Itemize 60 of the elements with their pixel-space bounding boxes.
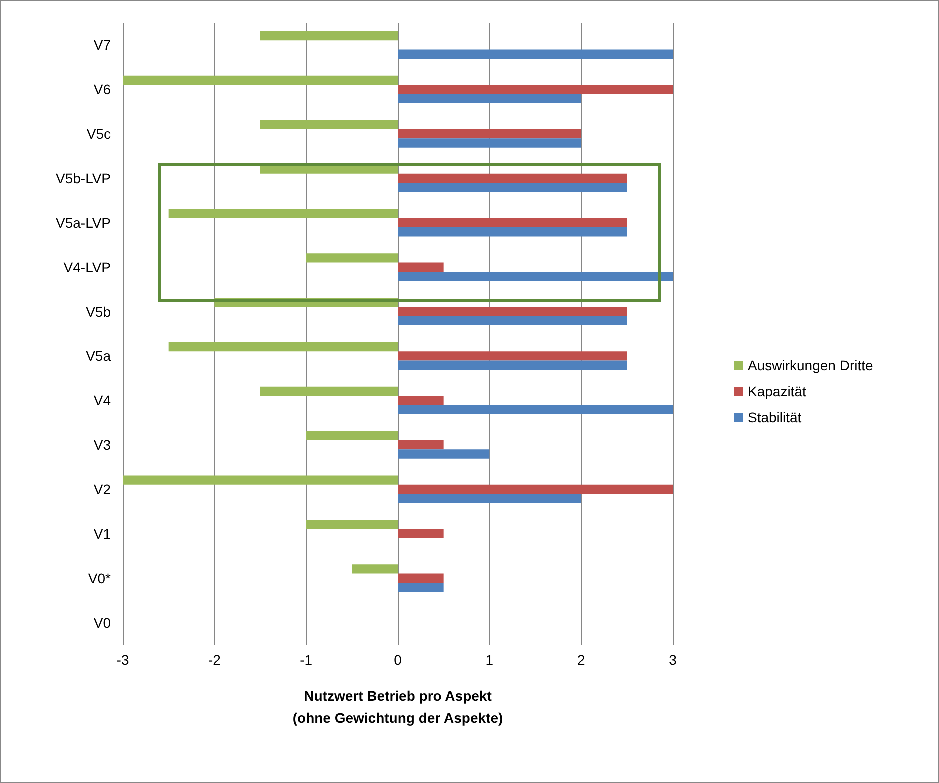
- bar: [168, 342, 398, 352]
- y-tick-label: V3: [94, 437, 112, 454]
- bar: [398, 218, 628, 228]
- y-tick-label: V5c: [86, 126, 111, 142]
- bar: [398, 129, 582, 139]
- y-tick-label: V4: [94, 392, 112, 409]
- y-tick-label: V0*: [88, 570, 112, 586]
- bar: [260, 31, 398, 41]
- y-tick-label: V2: [94, 482, 112, 498]
- bar: [398, 262, 444, 272]
- x-tick-label: 1: [486, 652, 494, 668]
- bar: [398, 138, 582, 148]
- bar: [398, 174, 628, 184]
- bar: [168, 209, 398, 218]
- bar: [398, 94, 582, 104]
- x-axis-title: Nutzwert Betrieb pro Aspekt (ohne Gewichtung der Aspekte): [292, 688, 504, 726]
- x-tick-label: -3: [116, 652, 130, 668]
- x-tick-label: 0: [394, 652, 402, 668]
- bar: [306, 254, 398, 263]
- bar: [398, 405, 673, 414]
- x-tick-label: 3: [669, 652, 678, 668]
- bar: [306, 431, 398, 440]
- y-tick-label: V1: [94, 526, 112, 542]
- bar: [398, 228, 628, 237]
- bar: [260, 386, 398, 396]
- bar: [398, 529, 444, 539]
- bar: [352, 564, 398, 574]
- bar: [398, 574, 444, 583]
- legend-label: Auswirkungen Dritte: [748, 358, 874, 374]
- bar: [398, 450, 490, 459]
- bar: [398, 50, 673, 59]
- bar: [398, 440, 444, 450]
- bar: [306, 520, 398, 530]
- bar: [398, 85, 673, 94]
- y-tick-label: V6: [94, 82, 112, 98]
- bar: [398, 484, 673, 494]
- bar: [123, 476, 398, 485]
- y-tick-label: V5b-LVP: [56, 170, 111, 186]
- legend-label: Stabilität: [748, 410, 802, 426]
- bar: [398, 316, 628, 326]
- x-tick-label: -1: [300, 652, 313, 668]
- bar: [398, 494, 582, 504]
- bar: [398, 360, 628, 370]
- bar: [398, 307, 628, 316]
- bar: [260, 120, 398, 130]
- bar: [398, 352, 628, 361]
- bar: [398, 272, 673, 282]
- bar: [123, 76, 398, 86]
- x-tick-label: -2: [208, 652, 222, 668]
- bar: [398, 396, 444, 406]
- y-tick-label: V5a: [86, 348, 112, 364]
- y-tick-label: V0: [94, 614, 112, 631]
- bar: [398, 183, 628, 192]
- x-tick-label: 2: [577, 652, 586, 668]
- y-tick-label: V4-LVP: [64, 259, 111, 276]
- legend-label: Kapazität: [748, 384, 806, 400]
- bar: [398, 582, 444, 592]
- y-tick-label: V5a-LVP: [56, 214, 111, 231]
- y-tick-label: V5b: [86, 304, 112, 320]
- y-tick-label: V7: [94, 37, 112, 54]
